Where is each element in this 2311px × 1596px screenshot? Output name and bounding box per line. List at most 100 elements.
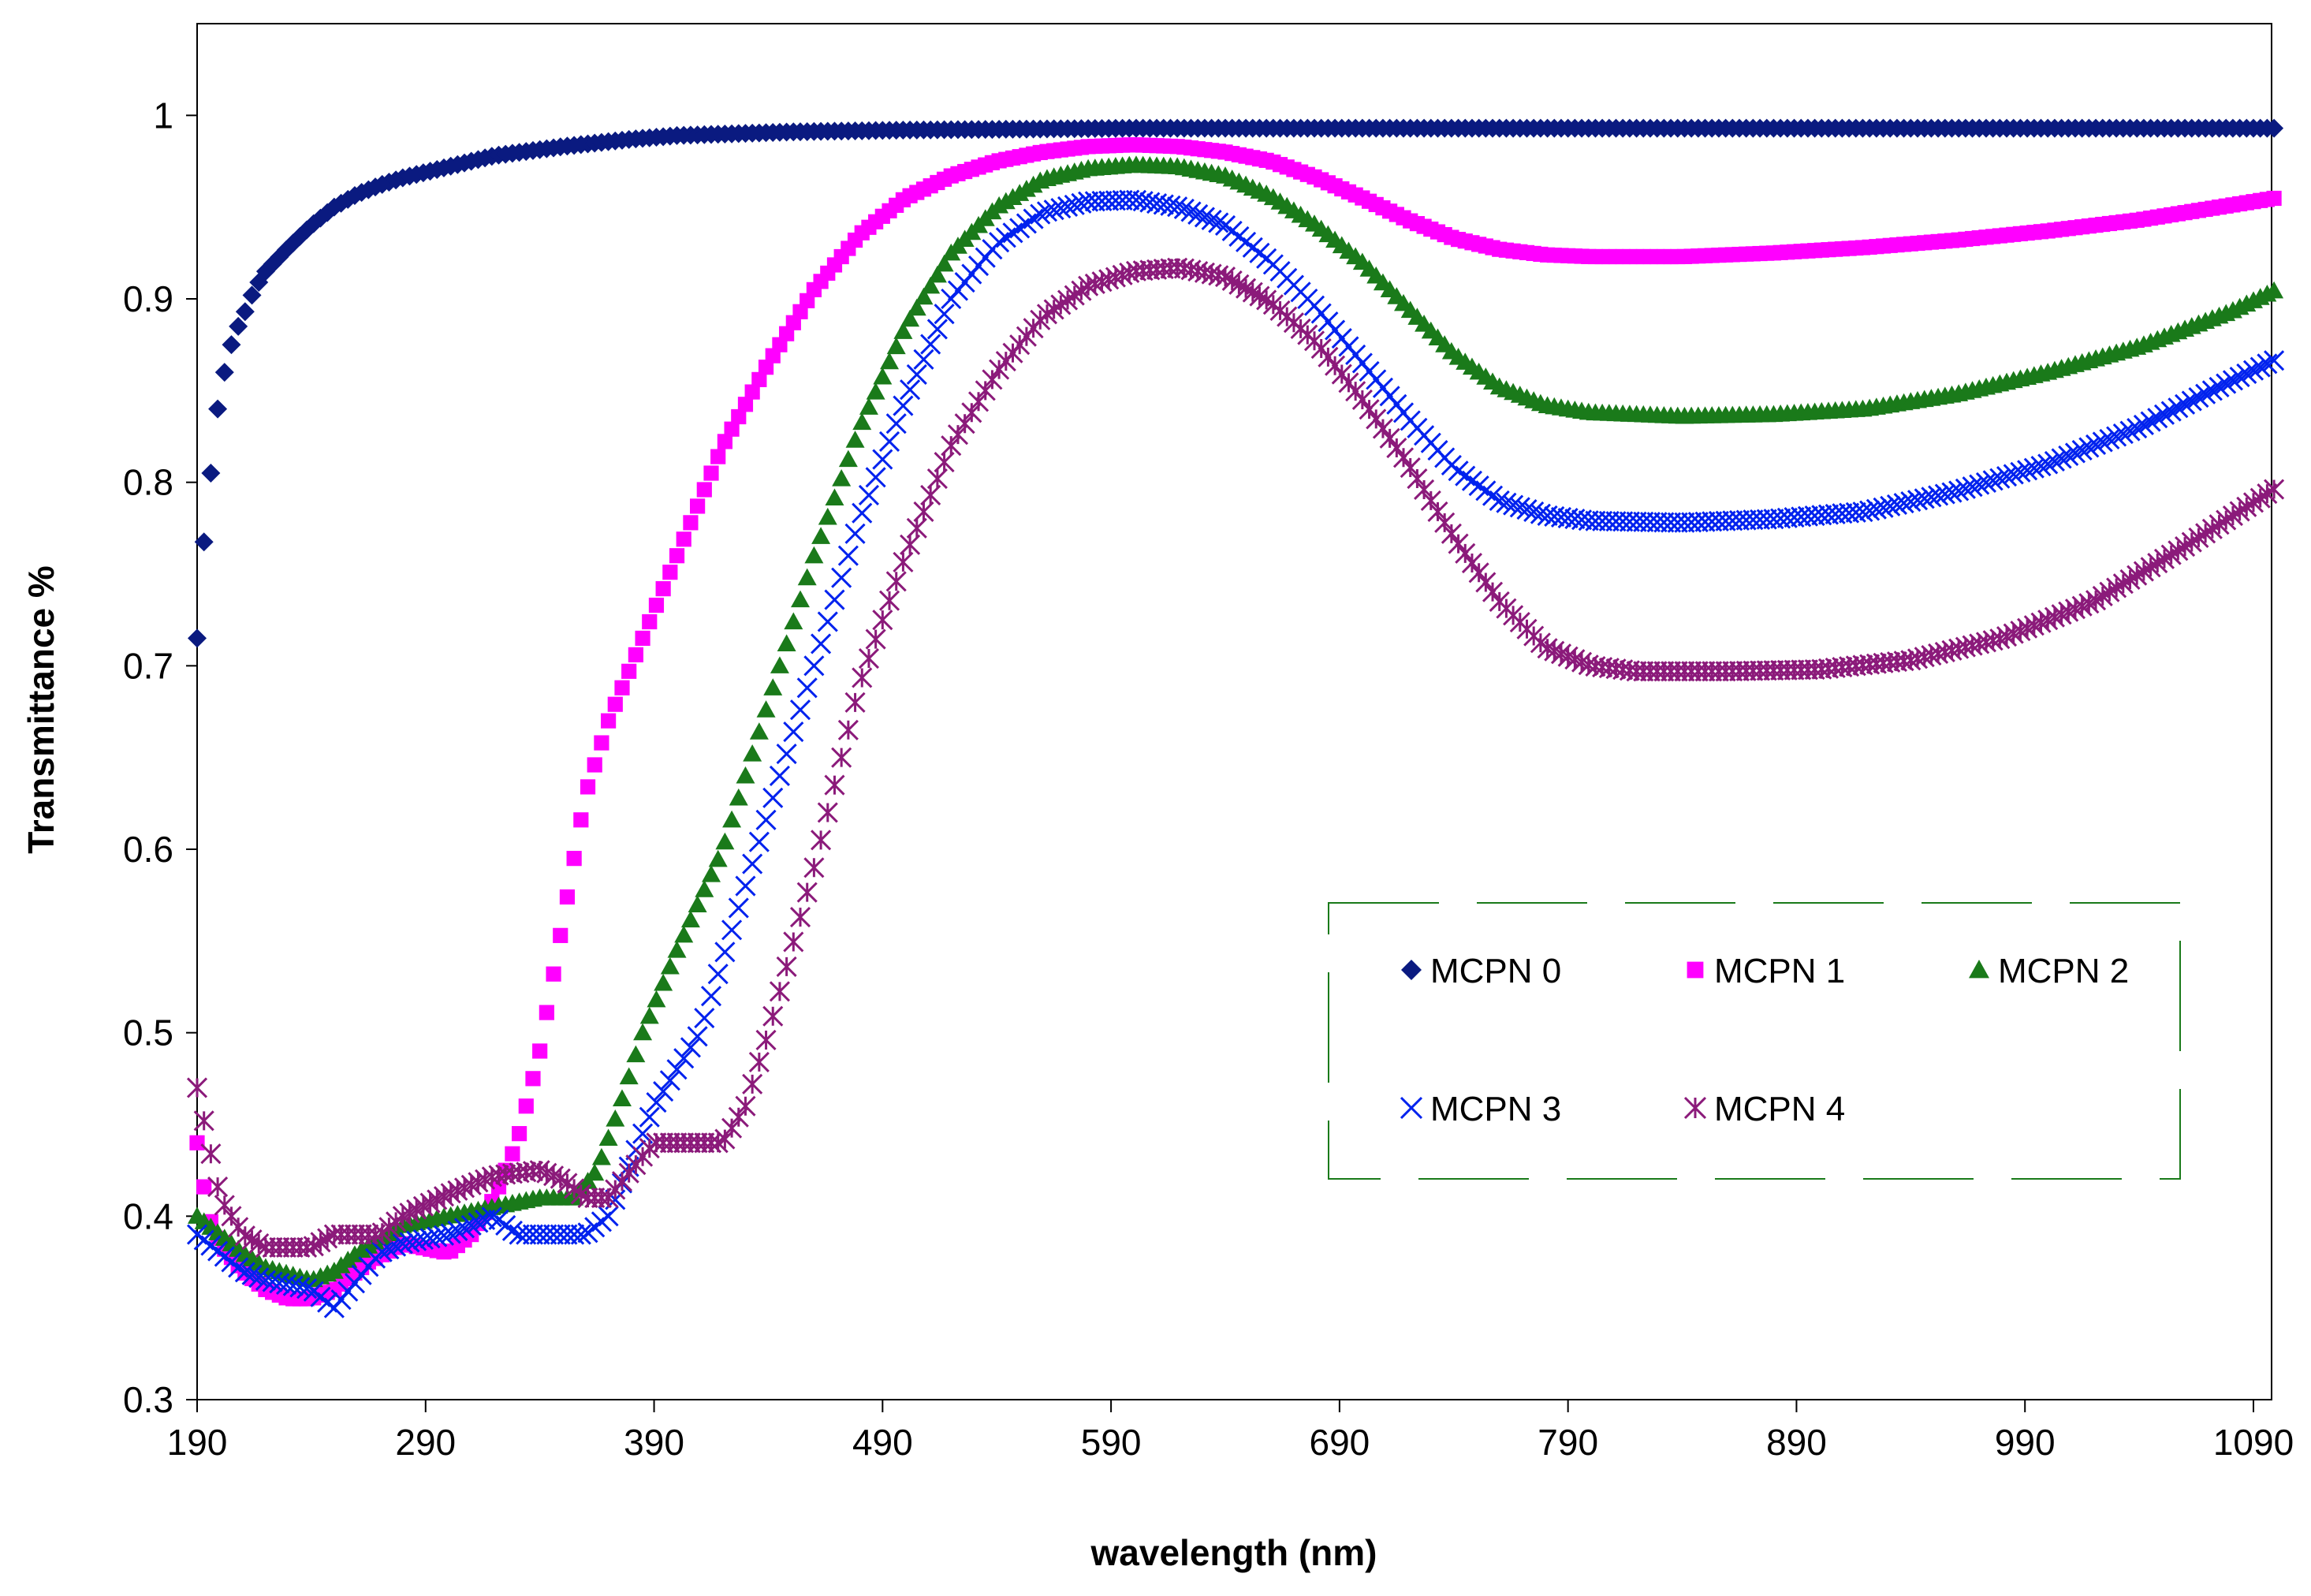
data-point	[1969, 474, 1990, 495]
data-point	[501, 1220, 523, 1242]
data-point	[838, 449, 858, 468]
legend-marker	[1683, 1096, 1707, 1120]
data-point	[688, 895, 707, 912]
data-point	[248, 1267, 270, 1288]
data-point	[639, 1006, 659, 1024]
x-tick-label: 990	[1995, 1422, 2056, 1463]
data-point	[1187, 203, 1209, 226]
data-point	[2030, 455, 2052, 477]
data-point	[242, 285, 262, 305]
data-point	[852, 412, 872, 431]
data-point	[900, 534, 921, 555]
data-point	[2264, 281, 2284, 299]
data-point	[817, 611, 838, 632]
data-point	[845, 431, 865, 448]
data-point	[789, 699, 811, 721]
data-point	[1893, 492, 1914, 514]
data-point	[1036, 201, 1058, 222]
data-point	[214, 363, 234, 382]
data-point	[440, 1223, 461, 1244]
series-3	[186, 189, 2285, 1318]
data-point	[703, 465, 719, 481]
data-point	[777, 634, 796, 652]
data-point	[728, 897, 749, 919]
data-point	[1866, 498, 1887, 520]
data-point	[789, 907, 811, 928]
data-point	[1880, 495, 1901, 516]
data-point	[763, 678, 783, 695]
data-point	[194, 532, 214, 552]
data-point	[289, 1277, 311, 1298]
data-point	[878, 431, 900, 452]
data-point	[539, 1005, 554, 1020]
data-point	[2216, 373, 2237, 394]
data-point	[1900, 491, 1921, 513]
data-point	[2181, 390, 2202, 412]
data-point	[674, 925, 694, 943]
data-point	[858, 484, 880, 506]
data-point	[525, 1071, 541, 1087]
data-point	[737, 397, 754, 412]
x-tick-label: 290	[395, 1422, 456, 1463]
legend-frame	[1328, 902, 2181, 1180]
data-point	[1057, 196, 1079, 218]
data-point	[934, 452, 955, 473]
data-point	[601, 713, 617, 729]
data-point	[2264, 350, 2285, 371]
legend-label: MCPN 3	[1430, 1090, 1561, 1128]
series-4	[186, 257, 2285, 1258]
data-point	[1201, 209, 1222, 231]
data-point	[913, 501, 934, 522]
data-point	[872, 610, 893, 631]
data-point	[1523, 501, 1545, 522]
data-point	[824, 774, 845, 796]
data-point	[708, 849, 728, 867]
data-point	[553, 927, 568, 943]
data-point	[926, 468, 948, 490]
data-point	[837, 545, 859, 566]
data-point	[811, 633, 832, 654]
data-point	[2112, 423, 2134, 445]
data-point	[666, 1059, 688, 1080]
data-point	[893, 551, 914, 572]
data-point	[669, 548, 685, 564]
data-point	[207, 1176, 229, 1198]
data-point	[2106, 426, 2127, 447]
data-point	[1873, 497, 1894, 518]
data-point	[186, 1077, 208, 1098]
legend-label: MCPN 0	[1430, 952, 1561, 990]
data-point	[680, 1037, 701, 1058]
data-point	[731, 408, 747, 425]
data-point	[776, 956, 797, 977]
data-point	[2023, 457, 2044, 479]
data-point	[804, 546, 824, 564]
data-point	[735, 1095, 756, 1117]
x-tick-label: 890	[1766, 1422, 1827, 1463]
legend-item: MCPN 3	[1400, 1090, 1561, 1128]
legend-marker	[1687, 961, 1704, 979]
data-point	[832, 469, 852, 487]
data-point	[1928, 485, 1949, 506]
y-tick-label: 0.3	[123, 1379, 173, 1420]
series-0	[188, 118, 2284, 648]
data-point	[852, 667, 873, 688]
data-point	[1934, 483, 1955, 505]
data-point	[702, 864, 721, 882]
data-point	[200, 1143, 222, 1165]
data-point	[2064, 442, 2086, 464]
data-point	[591, 1147, 611, 1165]
series-2	[188, 155, 2284, 1288]
data-point	[687, 1026, 708, 1047]
data-point	[831, 567, 852, 588]
data-point	[2085, 434, 2107, 456]
data-point	[817, 802, 838, 823]
data-point	[2003, 464, 2024, 485]
data-point	[628, 647, 643, 662]
data-point	[769, 765, 790, 786]
data-point	[921, 276, 941, 294]
data-point	[633, 1023, 653, 1041]
data-point	[844, 692, 866, 713]
data-point	[612, 1089, 632, 1107]
legend-marker	[1401, 960, 1422, 980]
data-point	[721, 919, 743, 941]
